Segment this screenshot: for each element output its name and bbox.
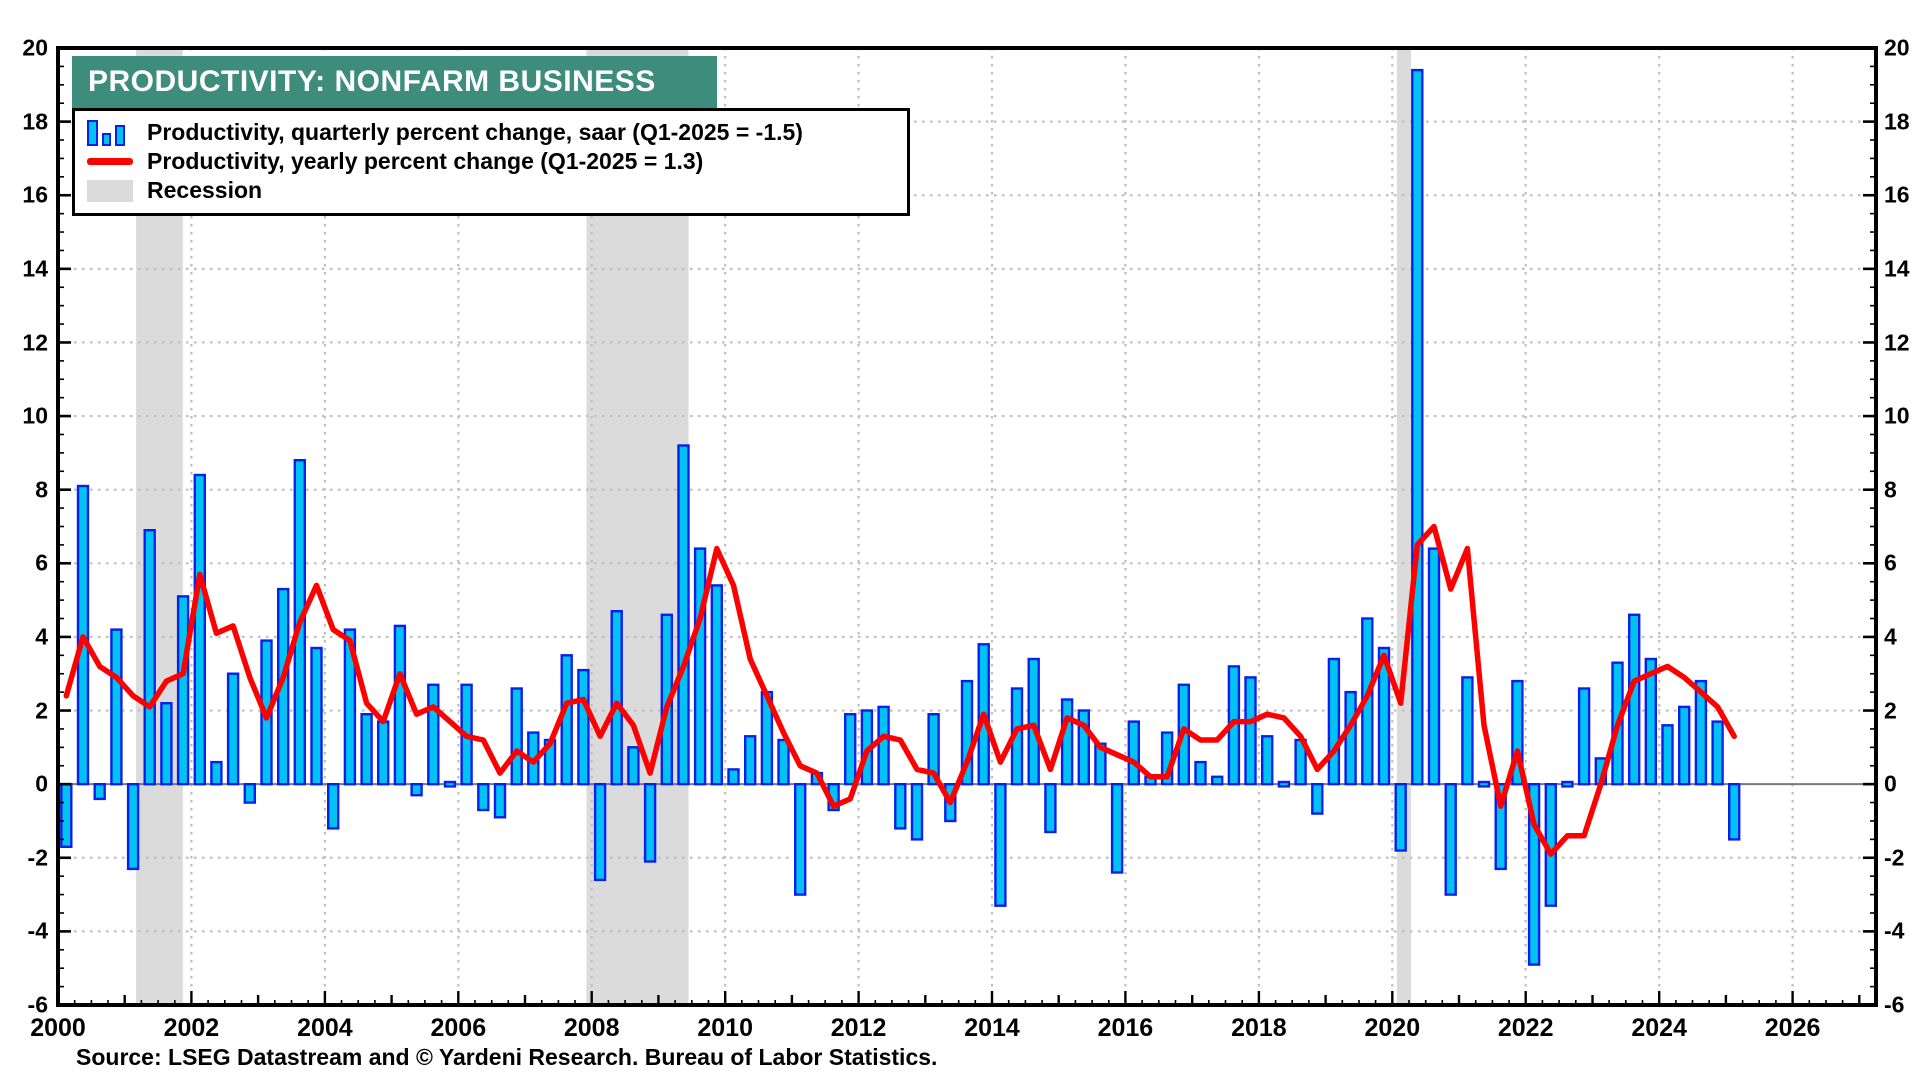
y-axis-tick-label-left: 14: [22, 255, 48, 282]
legend-item-quarterly: Productivity, quarterly percent change, …: [87, 118, 895, 147]
legend-label-recession: Recession: [147, 177, 263, 203]
y-axis-tick-label-right: 16: [1884, 181, 1910, 208]
legend-item-yearly: Productivity, yearly percent change (Q1-…: [87, 147, 895, 176]
y-axis-tick-label-right: 2: [1884, 697, 1897, 723]
y-axis-tick-label-left: 2: [35, 697, 48, 723]
x-axis-tick-label: 2020: [1364, 1014, 1421, 1042]
y-axis-tick-label-right: 20: [1884, 34, 1910, 61]
x-axis-tick-label: 2012: [830, 1014, 887, 1042]
x-axis-tick-label: 2014: [964, 1014, 1020, 1042]
y-axis-tick-label-left: -2: [27, 844, 48, 871]
legend-label-yearly: Productivity, yearly percent change (Q1-…: [147, 148, 704, 174]
x-axis-tick-label: 2026: [1764, 1014, 1821, 1042]
y-axis-tick-label-right: 0: [1884, 770, 1897, 797]
x-axis-tick-label: 2004: [297, 1014, 353, 1042]
y-axis-tick-label-right: 8: [1884, 476, 1897, 503]
chart-legend: Productivity, quarterly percent change, …: [72, 108, 910, 216]
y-axis-tick-label-left: 16: [22, 181, 48, 208]
y-axis-tick-label-right: 12: [1884, 329, 1910, 355]
y-axis-tick-label-left: 4: [35, 623, 48, 650]
y-axis-tick-label-left: 10: [22, 402, 48, 429]
x-axis-tick-label: 2000: [30, 1014, 86, 1042]
yearly-line-series: [63, 523, 1737, 857]
x-axis-tick-label: 2022: [1497, 1014, 1554, 1042]
y-axis-tick-label-right: 6: [1884, 549, 1897, 576]
y-axis-tick-label-right: -6: [1884, 991, 1905, 1018]
y-axis-tick-label-right: -2: [1884, 844, 1905, 871]
y-axis-tick-label-left: -6: [27, 991, 48, 1018]
y-axis-tick-label-right: 18: [1884, 108, 1910, 135]
yearly-line-icon: [87, 158, 133, 165]
y-axis-tick-label-left: 20: [22, 34, 48, 61]
y-axis-tick-label-right: 4: [1884, 623, 1897, 650]
y-axis-tick-label-left: 12: [22, 329, 48, 355]
y-axis-tick-label-left: 0: [35, 770, 48, 797]
legend-label-quarterly: Productivity, quarterly percent change, …: [147, 119, 803, 145]
recession-swatch-icon: [87, 179, 133, 202]
x-axis-tick-label: 2006: [430, 1014, 487, 1042]
y-axis-tick-label-left: -4: [27, 917, 48, 944]
legend-item-recession: Recession: [87, 176, 895, 205]
y-axis-tick-label-left: 8: [35, 476, 48, 503]
x-axis-tick-label: 2010: [697, 1014, 753, 1042]
chart-title-banner: PRODUCTIVITY: NONFARM BUSINESS: [72, 56, 717, 108]
source-attribution: Source: LSEG Datastream and © Yardeni Re…: [76, 1044, 938, 1070]
quarterly-bars-icon: [87, 119, 133, 146]
x-axis-tick-label: 2018: [1231, 1014, 1287, 1042]
y-axis-tick-label-left: 18: [22, 108, 48, 135]
page-title: PRODUCTIVITY: NONFARM BUSINESS: [88, 65, 656, 98]
x-axis-tick-label: 2008: [563, 1014, 620, 1042]
y-axis-tick-label-right: -4: [1884, 917, 1905, 944]
x-axis-tick-label: 2002: [163, 1014, 220, 1042]
y-axis-tick-label-right: 14: [1884, 255, 1910, 282]
x-axis-tick-label: 2024: [1631, 1014, 1687, 1042]
y-axis-tick-label-left: 6: [35, 549, 48, 576]
y-axis-tick-label-right: 10: [1884, 402, 1910, 429]
x-axis-tick-label: 2016: [1097, 1014, 1154, 1042]
